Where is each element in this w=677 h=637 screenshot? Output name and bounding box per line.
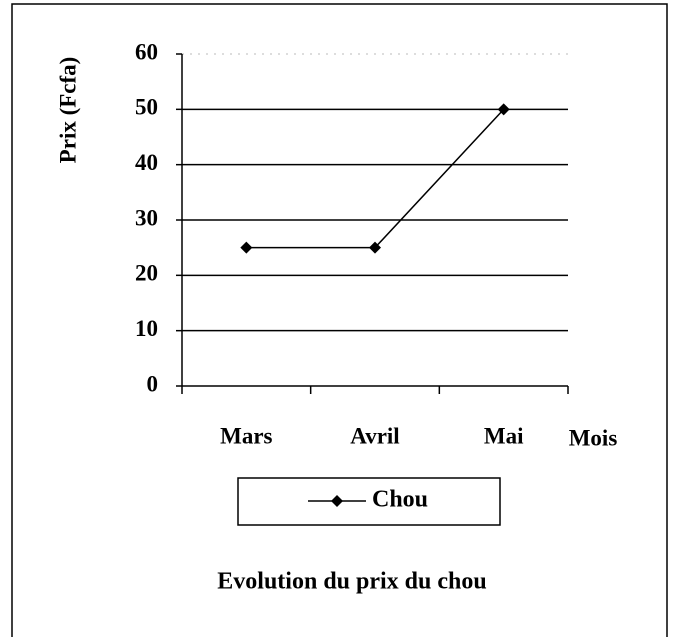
y-tick-label: 50 — [135, 95, 158, 120]
chart-title: Evolution du prix du chou — [217, 569, 486, 595]
series-line — [246, 108, 505, 249]
x-tick-label: Mai — [484, 423, 524, 448]
y-axis-label: Prix (Fcfa) — [55, 57, 80, 164]
chart-frame — [11, 3, 668, 637]
y-tick-label: 60 — [135, 39, 158, 64]
y-tick-label: 20 — [135, 261, 158, 286]
x-axis-label: Mois — [569, 425, 618, 450]
legend-marker — [331, 495, 343, 507]
y-tick-label: 0 — [147, 371, 159, 396]
legend-box — [237, 477, 501, 526]
y-tick-label: 40 — [135, 150, 158, 175]
y-tick-label: 30 — [135, 205, 158, 230]
x-tick-label: Mars — [220, 423, 272, 448]
data-point — [369, 241, 381, 254]
y-tick-label: 10 — [135, 316, 158, 341]
x-tick-label: Avril — [350, 423, 399, 448]
data-point — [240, 241, 253, 254]
data-point — [497, 103, 510, 116]
legend-label: Chou — [372, 487, 428, 513]
